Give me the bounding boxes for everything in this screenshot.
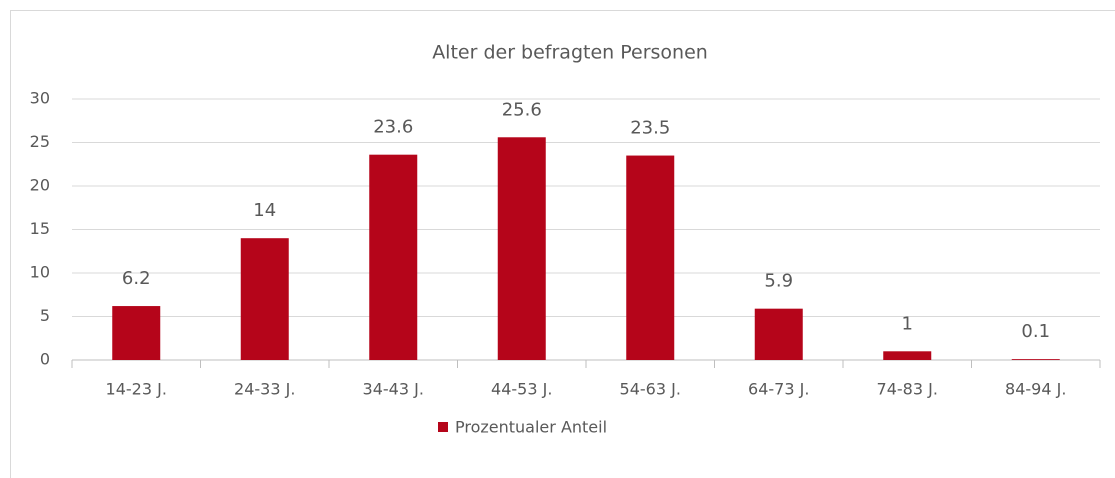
chart-frame	[10, 10, 1115, 478]
x-tick-label: 84-94 J.	[1005, 380, 1066, 399]
y-tick-label: 20	[30, 176, 50, 195]
bar	[626, 155, 675, 360]
bar	[754, 308, 803, 360]
bar	[112, 306, 161, 360]
data-label: 0.1	[1021, 321, 1050, 342]
chart-title: Alter der befragten Personen	[432, 42, 708, 64]
x-tick-label: 64-73 J.	[748, 380, 809, 399]
y-tick-label: 5	[40, 306, 50, 325]
bar	[883, 351, 932, 360]
legend-label: Prozentualer Anteil	[455, 418, 607, 437]
y-tick-label: 0	[40, 350, 50, 369]
x-tick-label: 24-33 J.	[234, 380, 295, 399]
y-tick-label: 15	[30, 219, 50, 238]
x-tick-label: 74-83 J.	[877, 380, 938, 399]
data-label: 6.2	[122, 268, 151, 289]
data-label: 23.5	[630, 118, 670, 139]
bar	[497, 137, 546, 360]
data-label: 23.6	[373, 117, 413, 138]
bar	[1011, 359, 1060, 360]
data-label: 1	[902, 313, 913, 334]
bar	[240, 238, 289, 360]
y-tick-label: 30	[30, 89, 50, 108]
x-tick-label: 34-43 J.	[363, 380, 424, 399]
x-tick-label: 44-53 J.	[491, 380, 552, 399]
data-label: 14	[253, 200, 276, 221]
x-tick-label: 14-23 J.	[106, 380, 167, 399]
y-tick-label: 10	[30, 263, 50, 282]
data-label: 25.6	[502, 99, 542, 120]
y-tick-label: 25	[30, 132, 50, 151]
data-label: 5.9	[764, 271, 793, 292]
x-tick-label: 54-63 J.	[620, 380, 681, 399]
bar	[369, 154, 418, 360]
legend-swatch	[438, 422, 448, 432]
